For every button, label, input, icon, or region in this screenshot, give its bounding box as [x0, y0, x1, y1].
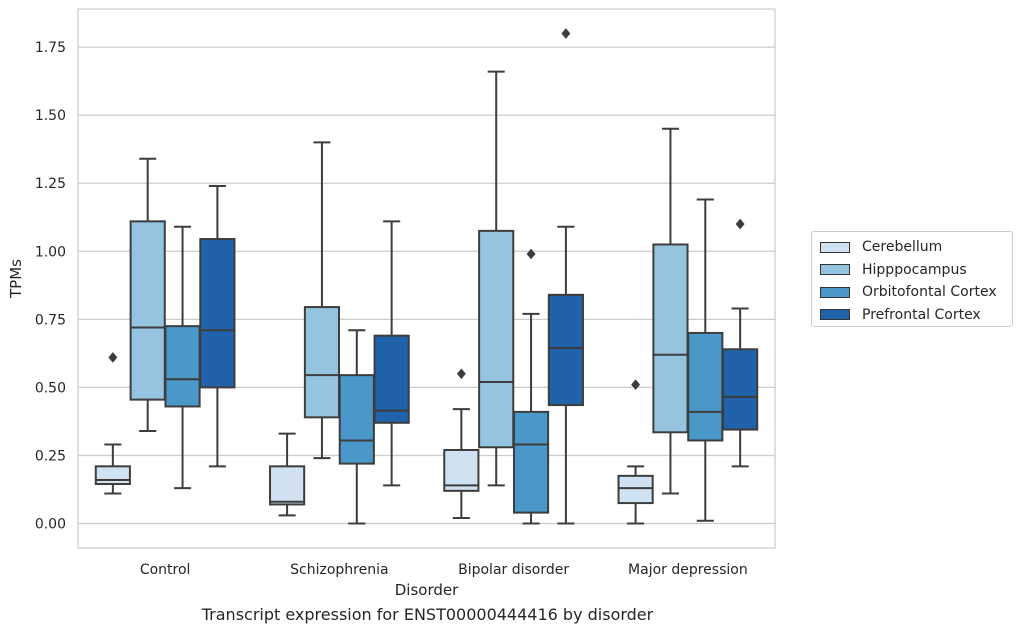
box-iqr: [687, 331, 724, 442]
box-iqr: [722, 348, 759, 431]
legend-label: Cerebellum: [862, 239, 943, 256]
box-iqr: [303, 306, 341, 419]
legend: Cerebellum Hipppocampus Orbitofontal Cor…: [811, 231, 1013, 327]
box-orbitofontal-cortex: [687, 198, 724, 522]
outlier-point: [526, 248, 536, 260]
box-iqr: [94, 465, 131, 486]
x-axis-label: Disorder: [395, 581, 459, 599]
x-tick-label: Schizophrenia: [290, 562, 388, 578]
box-prefrontal-cortex: [373, 220, 410, 487]
box-iqr: [443, 449, 480, 492]
legend-item: Orbitofontal Cortex: [820, 281, 1004, 304]
plot-frame: [77, 8, 776, 549]
box-iqr: [478, 229, 515, 449]
box-iqr: [338, 374, 375, 465]
legend-swatch: [820, 309, 850, 321]
outlier-point: [735, 218, 745, 230]
box-iqr: [164, 325, 201, 408]
y-tick-label: 0.75: [35, 312, 66, 328]
y-tick-label: 1.75: [35, 40, 66, 56]
x-tick-labels: Control Schizophrenia Bipolar disorder Majo…: [140, 562, 748, 578]
outlier-point: [561, 28, 571, 39]
box-orbitofontal-cortex: [164, 225, 201, 490]
outlier-point: [456, 368, 466, 380]
y-tick-label: 1.25: [35, 176, 66, 192]
y-tick-labels: 0.00 0.25 0.50 0.75 1.00 1.25 1.50 1.75: [35, 40, 66, 532]
legend-label: Prefrontal Cortex: [862, 306, 981, 323]
box-iqr: [199, 238, 236, 389]
legend-item: Cerebellum: [820, 236, 1004, 259]
x-tick-label: Bipolar disorder: [458, 562, 569, 578]
legend-label: Orbitofontal Cortex: [862, 284, 997, 301]
y-tick-label: 0.25: [35, 448, 66, 464]
x-tick-label: Major depression: [628, 562, 748, 578]
y-tick-label: 0.50: [35, 380, 66, 396]
legend-swatch: [820, 264, 850, 276]
legend-swatch: [820, 286, 850, 298]
box-hipppocampus: [303, 141, 341, 460]
y-tick-label: 0.00: [35, 517, 66, 533]
boxes: [94, 28, 759, 525]
box-hipppocampus: [478, 70, 515, 487]
box-cerebellum: [443, 368, 480, 520]
y-axis-label: TPMs: [7, 259, 25, 299]
box-iqr: [373, 334, 410, 424]
legend-item: Prefrontal Cortex: [820, 304, 1004, 327]
box-prefrontal-cortex: [547, 28, 584, 525]
legend-label: Hipppocampus: [862, 261, 967, 278]
box-orbitofontal-cortex: [338, 329, 375, 525]
box-cerebellum: [617, 379, 654, 525]
y-tick-label: 1.50: [35, 108, 66, 124]
box-iqr: [269, 465, 306, 506]
box-iqr: [652, 243, 689, 434]
box-hipppocampus: [129, 157, 166, 432]
box-iqr: [617, 474, 654, 505]
outlier-point: [631, 379, 641, 391]
x-tick-label: Control: [140, 562, 191, 578]
box-iqr: [547, 293, 584, 407]
chart-caption: Transcript expression for ENST0000044441…: [201, 605, 654, 624]
legend-item: Hipppocampus: [820, 259, 1004, 282]
box-prefrontal-cortex: [199, 184, 236, 468]
box-cerebellum: [94, 352, 131, 495]
box-hipppocampus: [652, 127, 689, 495]
outlier-point: [108, 352, 118, 363]
box-prefrontal-cortex: [722, 218, 759, 468]
box-iqr: [129, 220, 166, 401]
legend-swatch: [820, 241, 850, 253]
box-cerebellum: [269, 432, 306, 517]
box-iqr: [512, 410, 550, 514]
y-tick-label: 1.00: [35, 244, 66, 260]
box-orbitofontal-cortex: [512, 248, 550, 525]
